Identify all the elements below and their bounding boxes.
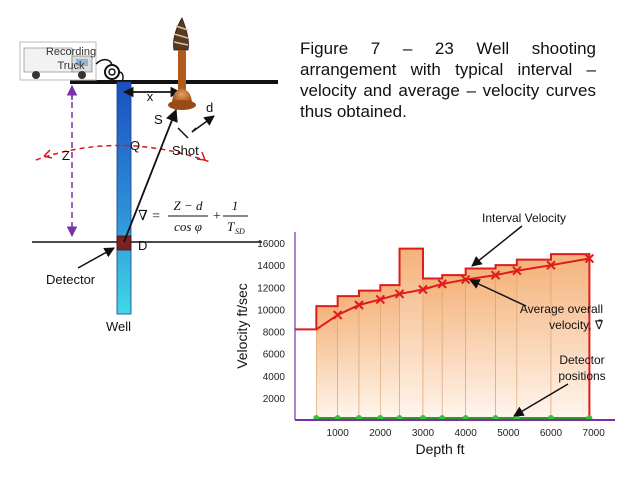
- shot-icon: [168, 17, 196, 110]
- annotation-detector-arrow: [513, 383, 569, 417]
- average-velocity-point-5: [394, 289, 405, 299]
- interval-bar-2: [358, 290, 381, 421]
- average-velocity-point-2: [332, 310, 343, 320]
- annotation-average-line2: velocity, ∇̄: [549, 318, 604, 332]
- cable-reel-icon: [95, 58, 124, 83]
- interval-bar-4: [399, 248, 424, 421]
- formula-den2-main: T: [227, 219, 235, 234]
- y-tick-label-6: 14000: [257, 261, 285, 272]
- truck-label-line1: Recording: [46, 46, 96, 58]
- formula-num1: Z − d: [173, 198, 203, 213]
- detector-pointer: [77, 247, 115, 269]
- annotation-average-arrow: [469, 279, 527, 307]
- average-velocity-line-group: [295, 253, 595, 331]
- average-velocity-point-3: [354, 300, 364, 310]
- detector-icon: [116, 235, 132, 251]
- interval-bar-10: [550, 253, 590, 421]
- y-tick-label-3: 8000: [263, 328, 286, 339]
- y-tick-label-5: 12000: [257, 283, 285, 294]
- average-velocity-point-11: [546, 260, 556, 270]
- interval-velocity-line: [315, 247, 591, 420]
- annotation-average-line1: Average overall: [520, 302, 603, 316]
- interval-bar-7: [465, 268, 496, 421]
- interval-velocity-line-group: [315, 247, 591, 420]
- velocity-chart: 1000 2000 3000 4000 5000 6000 7000 2000 4000 6000…: [234, 211, 615, 457]
- interval-bar-6: [441, 274, 466, 421]
- y-tick-label-2: 6000: [263, 350, 286, 361]
- label-detector: Detector: [46, 272, 96, 287]
- label-Q: Q: [130, 138, 140, 153]
- y-tick-label-0: 2000: [263, 394, 286, 405]
- label-Z: Z: [62, 148, 70, 163]
- x-tick-label-1: 2000: [369, 428, 392, 439]
- x-tick-label-5: 6000: [540, 428, 563, 439]
- y-tick-label-7: 16000: [257, 239, 285, 250]
- x-tick-label-6: 7000: [583, 428, 606, 439]
- interval-bar-9: [516, 259, 552, 421]
- average-velocity-point-8: [460, 274, 471, 285]
- wavefront-arrow-left: [43, 149, 53, 159]
- formula-lhs: ∇ =: [138, 209, 161, 224]
- y-tick-label-1: 4000: [263, 372, 286, 383]
- y-axis-label: Velocity ft/sec: [234, 283, 250, 369]
- wavefront-arc: [35, 144, 211, 163]
- formula-den2-sub: SD: [235, 227, 245, 236]
- formula-den1: cos φ: [174, 219, 202, 234]
- interval-bar-1: [337, 295, 360, 421]
- annotation-detector-line1: Detector: [559, 353, 604, 367]
- shot-depth-d-tick: [191, 127, 197, 133]
- recording-truck-icon: Recording Truck: [19, 41, 97, 81]
- chart-axes: [294, 232, 615, 421]
- label-S: S: [154, 112, 163, 127]
- y-tick-label-4: 10000: [257, 305, 285, 316]
- label-d: d: [206, 100, 213, 115]
- chart-ticks: 1000 2000 3000 4000 5000 6000 7000 2000 4000 6000…: [257, 239, 605, 439]
- wavefront-arrow-right: [196, 151, 206, 161]
- figure-caption: Figure 7 – 23 Well shooting arrangement …: [300, 39, 596, 121]
- well-diagram: Recording Truck: [19, 17, 278, 334]
- formula-plus: +: [212, 209, 221, 224]
- average-velocity-point-4: [375, 294, 386, 305]
- ray-path: [123, 108, 178, 243]
- well-casing: [116, 81, 132, 315]
- x-axis-label: Depth ft: [415, 441, 464, 457]
- shot-pointer: [177, 127, 189, 139]
- x-tick-label-4: 5000: [497, 428, 520, 439]
- average-velocity-point-12: [584, 253, 595, 264]
- formula-num2: 1: [232, 198, 239, 213]
- average-velocity-point-10: [512, 265, 522, 276]
- annotation-interval: Interval Velocity: [482, 211, 566, 225]
- truck-label-line2: Truck: [57, 60, 85, 72]
- x-tick-label-3: 4000: [455, 428, 478, 439]
- interval-bar-8: [495, 264, 518, 421]
- annotation-interval-arrow: [471, 225, 523, 267]
- annotation-detector-line2: positions: [558, 369, 605, 383]
- label-shot: Shot: [172, 143, 199, 158]
- label-x: x: [147, 89, 154, 104]
- interval-bar-5: [422, 278, 443, 421]
- velocity-formula: ∇ = Z − d cos φ + 1 T SD: [138, 198, 248, 236]
- average-velocity-point-7: [437, 279, 447, 289]
- label-D: D: [138, 238, 147, 253]
- label-well: Well: [106, 319, 131, 334]
- average-velocity-point-9: [490, 270, 501, 280]
- interval-bar-3: [380, 284, 400, 421]
- x-tick-label-2: 3000: [412, 428, 435, 439]
- x-tick-label-0: 1000: [327, 428, 350, 439]
- average-velocity-point-6: [418, 284, 428, 295]
